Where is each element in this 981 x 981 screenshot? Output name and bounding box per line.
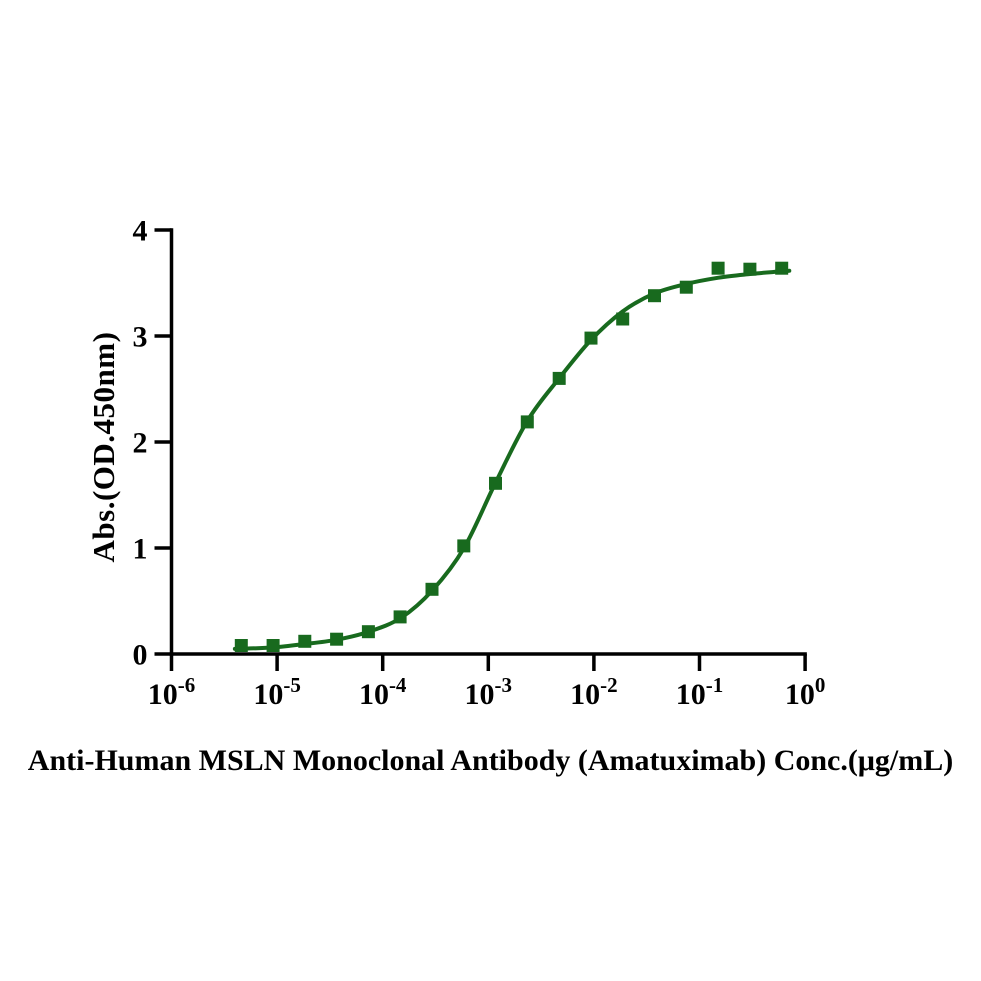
y-tick-label: 0	[133, 639, 148, 672]
data-point-marker	[679, 280, 693, 294]
y-tick-label: 1	[133, 533, 148, 566]
data-point-marker	[298, 634, 312, 648]
data-point-marker	[457, 539, 471, 553]
x-tick-label: 10-6	[148, 673, 196, 711]
y-tick-label: 3	[133, 321, 148, 354]
x-tick-label: 10-2	[570, 673, 618, 711]
x-tick-label: 10-4	[359, 673, 407, 711]
data-point-marker	[552, 371, 566, 385]
data-point-marker	[775, 261, 789, 275]
x-axis-title: Anti-Human MSLN Monoclonal Antibody (Ama…	[27, 744, 954, 777]
data-point-marker	[361, 625, 375, 639]
data-point-marker	[743, 262, 757, 276]
fit-curve	[232, 268, 792, 651]
data-point-marker	[616, 312, 630, 326]
y-tick-label: 2	[133, 427, 148, 460]
data-point-marker	[393, 610, 407, 624]
data-point-marker	[266, 639, 280, 652]
x-tick-label: 100	[785, 673, 826, 711]
data-point-marker	[711, 261, 725, 275]
data-point-marker	[584, 331, 598, 345]
data-point-marker	[234, 639, 248, 652]
data-point-marker	[330, 632, 344, 646]
data-point-marker	[520, 415, 534, 429]
x-tick-label: 10-5	[253, 673, 301, 711]
data-point-marker	[489, 476, 502, 490]
data-point-marker	[648, 289, 661, 303]
data-point-marker	[425, 582, 439, 596]
y-tick-label: 4	[133, 215, 148, 248]
x-tick-label: 10-3	[465, 673, 513, 711]
x-tick-label: 10-1	[676, 673, 724, 711]
y-axis-title: Abs.(OD.450nm)	[86, 331, 121, 563]
